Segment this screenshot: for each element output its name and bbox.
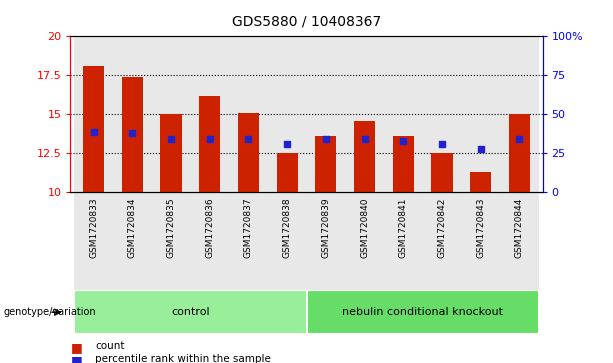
FancyBboxPatch shape (306, 290, 539, 334)
Bar (422, 36, 461, 192)
FancyBboxPatch shape (500, 192, 539, 290)
FancyBboxPatch shape (74, 192, 113, 290)
Bar (74, 36, 113, 192)
Text: GSM1720834: GSM1720834 (128, 197, 137, 258)
Text: percentile rank within the sample: percentile rank within the sample (95, 354, 271, 363)
FancyBboxPatch shape (306, 192, 345, 290)
Point (243, 136, 253, 142)
Bar (229, 36, 268, 192)
FancyBboxPatch shape (384, 192, 422, 290)
Text: count: count (95, 341, 124, 351)
Bar (509, 114, 530, 192)
Bar (354, 121, 375, 192)
Bar (461, 36, 500, 192)
Point (205, 136, 215, 142)
FancyBboxPatch shape (152, 192, 191, 290)
Bar (306, 36, 345, 192)
Text: GSM1720840: GSM1720840 (360, 197, 369, 258)
Text: GSM1720835: GSM1720835 (167, 197, 175, 258)
Bar (238, 113, 259, 192)
Point (282, 141, 292, 147)
Bar (122, 77, 143, 192)
Bar (500, 36, 539, 192)
Point (514, 136, 524, 142)
Point (321, 136, 331, 142)
Text: GSM1720837: GSM1720837 (244, 197, 253, 258)
Point (437, 141, 447, 147)
Bar (432, 153, 452, 192)
Text: GSM1720842: GSM1720842 (438, 197, 446, 258)
Text: ■: ■ (70, 341, 82, 354)
FancyBboxPatch shape (461, 192, 500, 290)
Point (128, 130, 137, 136)
FancyBboxPatch shape (74, 290, 306, 334)
Point (398, 138, 408, 144)
Text: GSM1720843: GSM1720843 (476, 197, 485, 258)
Text: GSM1720838: GSM1720838 (283, 197, 292, 258)
Text: GSM1720833: GSM1720833 (89, 197, 98, 258)
Bar (161, 114, 181, 192)
Text: GSM1720836: GSM1720836 (205, 197, 215, 258)
FancyBboxPatch shape (229, 192, 268, 290)
Bar (199, 95, 221, 192)
Text: ■: ■ (70, 354, 82, 363)
FancyBboxPatch shape (113, 192, 152, 290)
Text: nebulin conditional knockout: nebulin conditional knockout (342, 307, 503, 317)
Point (360, 136, 370, 142)
Bar (384, 36, 422, 192)
FancyBboxPatch shape (191, 192, 229, 290)
Text: GSM1720844: GSM1720844 (515, 197, 524, 258)
Bar (191, 36, 229, 192)
Text: GDS5880 / 10408367: GDS5880 / 10408367 (232, 15, 381, 29)
Bar (276, 153, 298, 192)
Bar (315, 136, 337, 192)
Text: GSM1720839: GSM1720839 (321, 197, 330, 258)
Bar (152, 36, 191, 192)
Bar (345, 36, 384, 192)
Point (89, 129, 99, 134)
Point (476, 146, 485, 152)
Bar (268, 36, 306, 192)
Bar (470, 172, 491, 192)
Text: GSM1720841: GSM1720841 (398, 197, 408, 258)
Bar (83, 66, 104, 192)
Text: genotype/variation: genotype/variation (3, 307, 96, 317)
Point (166, 136, 176, 142)
FancyBboxPatch shape (268, 192, 306, 290)
Bar (392, 136, 414, 192)
Text: control: control (171, 307, 210, 317)
FancyBboxPatch shape (345, 192, 384, 290)
FancyBboxPatch shape (422, 192, 461, 290)
Bar (113, 36, 152, 192)
